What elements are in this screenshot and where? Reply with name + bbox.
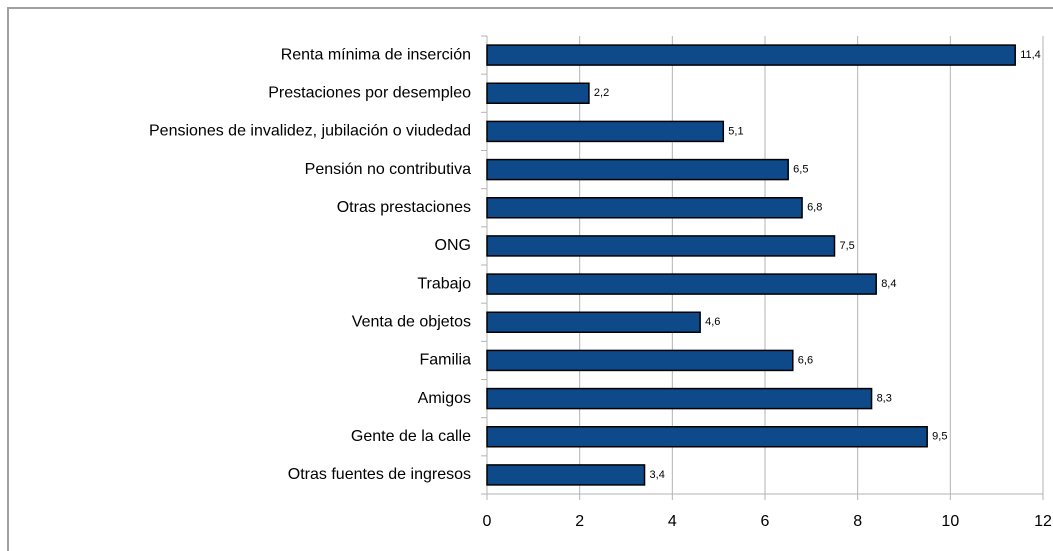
bar: [486, 464, 646, 486]
bar: [486, 82, 590, 104]
value-label: 9,5: [932, 431, 947, 443]
x-tick-label: 12: [1034, 513, 1052, 530]
y-tick-label: Otras fuentes de ingresos: [288, 466, 471, 483]
y-tick-label: Pensiones de invalidez, jubilación o viu…: [149, 123, 471, 140]
y-tick-label: Amigos: [418, 390, 471, 407]
value-label: 6,6: [798, 354, 813, 366]
y-tick-label: Renta mínima de inserción: [281, 46, 471, 63]
y-tick-label: Familia: [419, 352, 471, 369]
value-label: 6,5: [793, 163, 808, 175]
bar: [486, 387, 873, 410]
value-label: 5,1: [728, 125, 743, 137]
bar: [486, 235, 836, 257]
x-tick-label: 0: [483, 513, 492, 530]
value-label: 8,4: [881, 278, 896, 290]
bar: [486, 273, 877, 295]
y-tick-label: Pensión no contributiva: [305, 161, 471, 178]
value-label: 2,2: [594, 87, 609, 99]
bar: [486, 426, 928, 448]
y-tick-label: ONG: [435, 237, 471, 254]
y-tick-label: Gente de la calle: [351, 428, 471, 445]
bar: [486, 311, 701, 333]
x-tick-label: 10: [941, 513, 959, 530]
value-label: 3,4: [650, 469, 665, 481]
y-tick-label: Otras prestaciones: [337, 199, 471, 216]
y-tick-label: Prestaciones por desempleo: [268, 84, 471, 101]
bar: [486, 349, 794, 372]
y-tick-label: Venta de objetos: [352, 313, 471, 330]
y-tick-label: Trabajo: [417, 275, 471, 292]
bar: [486, 197, 803, 219]
value-label: 11,4: [1020, 49, 1041, 61]
bar: [486, 44, 1016, 66]
bar: [486, 158, 789, 181]
value-label: 8,3: [877, 392, 892, 404]
x-tick-label: 6: [761, 513, 770, 530]
x-tick-label: 4: [668, 513, 677, 530]
value-label: 6,8: [807, 202, 822, 214]
x-tick-label: 8: [853, 513, 862, 530]
value-label: 7,5: [840, 240, 855, 252]
value-label: 4,6: [705, 316, 720, 328]
x-tick-label: 2: [575, 513, 584, 530]
bar: [486, 120, 725, 143]
